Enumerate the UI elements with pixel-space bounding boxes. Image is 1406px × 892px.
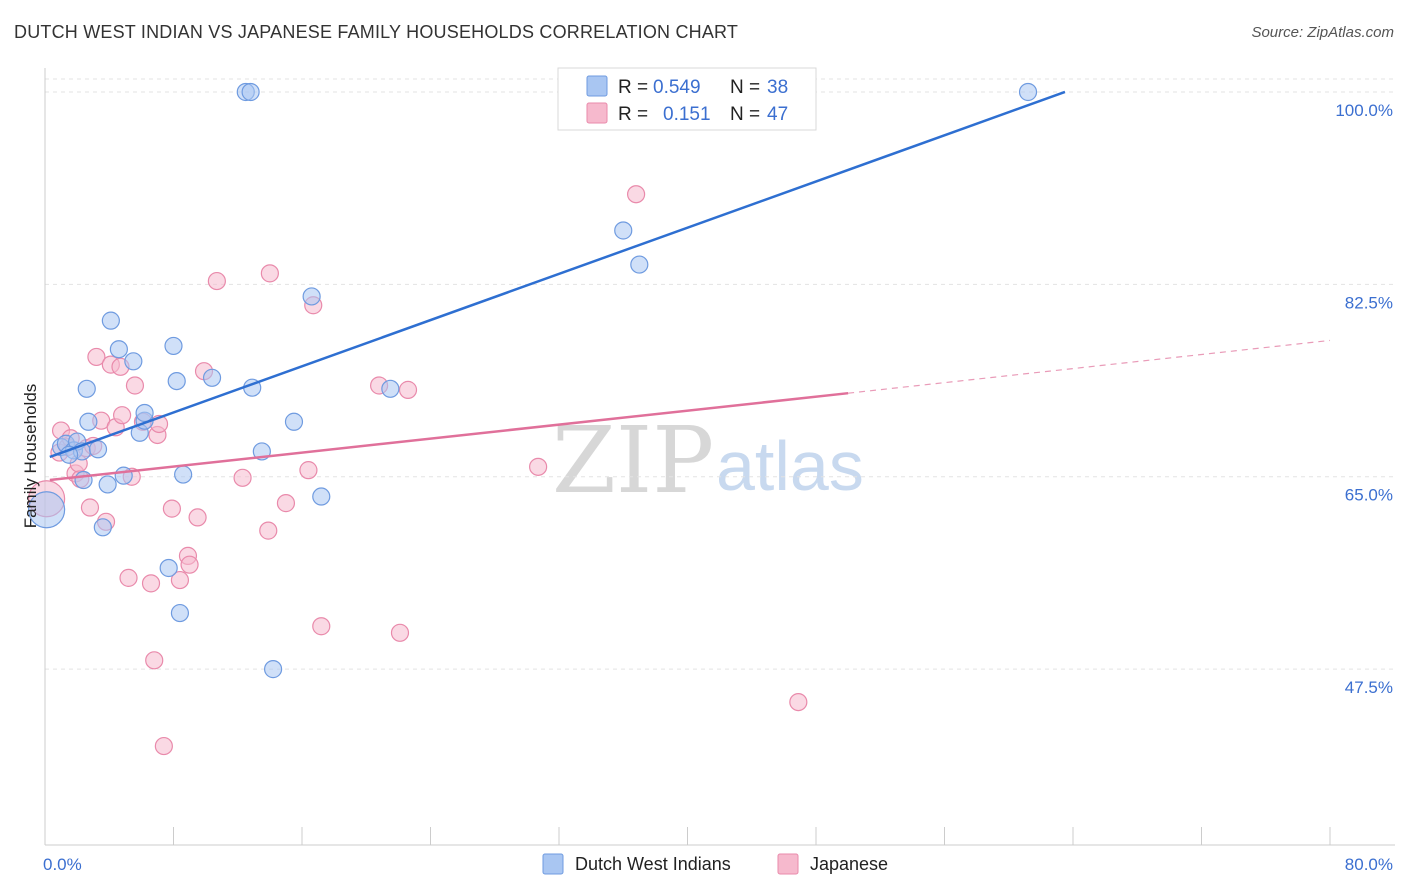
source-label: Source: ZipAtlas.com <box>1251 24 1394 41</box>
point-japanese <box>141 574 161 593</box>
point-japanese <box>145 651 164 670</box>
point-dutch-west-indians <box>630 255 649 274</box>
legend-n-label-pink: N = <box>730 104 760 125</box>
point-dutch-west-indians <box>93 518 112 537</box>
point-japanese <box>626 185 646 204</box>
point-japanese <box>207 271 226 291</box>
point-japanese <box>87 347 106 367</box>
point-dutch-west-indians <box>312 487 331 506</box>
point-dutch-west-indians <box>202 368 222 387</box>
point-dutch-west-indians <box>77 379 96 398</box>
legend-r-label-pink: R = <box>618 104 648 125</box>
point-dutch-west-indians <box>124 352 143 371</box>
point-japanese <box>119 568 138 587</box>
stats-legend: R = 0.549 N = 38 R = 0.151 N = 47 <box>557 67 817 131</box>
y-tick-label: 82.5% <box>1345 293 1393 312</box>
point-japanese <box>299 461 318 480</box>
legend-swatch-blue <box>586 75 608 97</box>
point-dutch-west-indians <box>109 340 128 359</box>
point-japanese <box>276 494 296 513</box>
legend-n-label-blue: N = <box>730 77 760 98</box>
point-japanese <box>390 623 410 642</box>
point-dutch-west-indians <box>614 221 633 240</box>
legend-n-value-blue: 38 <box>767 77 788 98</box>
point-dutch-west-indians <box>164 336 183 356</box>
point-japanese <box>259 521 278 540</box>
legend-r-value-blue: 0.549 <box>653 77 701 98</box>
point-japanese <box>180 555 199 574</box>
legend-swatch-dutch-west-indians <box>542 853 564 875</box>
point-dutch-west-indians <box>174 465 193 484</box>
point-dutch-west-indians <box>88 440 108 459</box>
point-japanese <box>233 468 252 487</box>
axes: 47.5% 65.0% 82.5% 100.0% 0.0% 80.0% <box>43 68 1395 874</box>
legend-label-japanese: Japanese <box>810 854 888 874</box>
point-dutch-west-indians <box>74 470 93 490</box>
point-japanese <box>260 264 279 283</box>
legend-r-value-pink: 0.151 <box>663 104 711 125</box>
point-japanese <box>125 376 145 395</box>
point-dutch-west-indians <box>79 412 98 431</box>
x-tick-label-max: 80.0% <box>1345 855 1393 874</box>
legend-n-value-pink: 47 <box>767 104 788 125</box>
y-tick-label: 47.5% <box>1345 678 1393 697</box>
point-dutch-west-indians <box>1018 82 1038 102</box>
point-japanese <box>170 570 190 590</box>
point-japanese <box>529 457 548 476</box>
legend-label-dutch-west-indians: Dutch West Indians <box>575 854 731 874</box>
legend-swatch-pink <box>586 102 608 124</box>
point-japanese <box>789 692 808 712</box>
trend-lines <box>49 90 1331 482</box>
point-japanese <box>80 498 100 517</box>
data-points <box>28 82 1038 756</box>
point-dutch-west-indians <box>101 311 120 330</box>
point-dutch-west-indians <box>302 287 321 306</box>
point-dutch-west-indians <box>241 82 260 102</box>
legend-swatch-japanese <box>777 853 799 875</box>
point-dutch-west-indians <box>263 660 283 679</box>
point-japanese <box>312 617 331 636</box>
series-legend: Dutch West Indians Japanese <box>542 853 888 875</box>
point-japanese <box>188 508 207 527</box>
chart-title: DUTCH WEST INDIAN VS JAPANESE FAMILY HOU… <box>14 22 739 42</box>
point-dutch-west-indians <box>170 603 190 623</box>
point-japanese <box>154 736 173 756</box>
point-dutch-west-indians <box>98 475 117 494</box>
trend-line-dutch-west-indians <box>49 90 1066 459</box>
y-tick-label: 100.0% <box>1335 101 1393 120</box>
trend-line-japanese <box>49 391 849 482</box>
y-tick-label: 65.0% <box>1345 486 1393 505</box>
point-dutch-west-indians <box>114 466 133 485</box>
trend-line-extension-japanese <box>848 339 1331 394</box>
point-dutch-west-indians <box>167 371 186 391</box>
point-japanese <box>398 380 418 399</box>
point-dutch-west-indians <box>284 412 304 431</box>
point-japanese <box>162 499 181 518</box>
watermark-atlas: atlas <box>716 427 864 505</box>
point-dutch-west-indians <box>381 379 400 398</box>
point-dutch-west-indians <box>159 558 178 578</box>
gridlines <box>45 78 1395 670</box>
x-tick-label-min: 0.0% <box>43 855 82 874</box>
point-dutch-west-indians <box>28 491 66 529</box>
legend-r-label-blue: R = <box>618 77 648 98</box>
watermark-zip: ZIP <box>552 407 714 514</box>
watermark: ZIP atlas <box>552 407 864 514</box>
y-axis-title: Family Households <box>21 384 40 529</box>
point-dutch-west-indians <box>135 403 154 423</box>
point-japanese <box>112 406 132 425</box>
